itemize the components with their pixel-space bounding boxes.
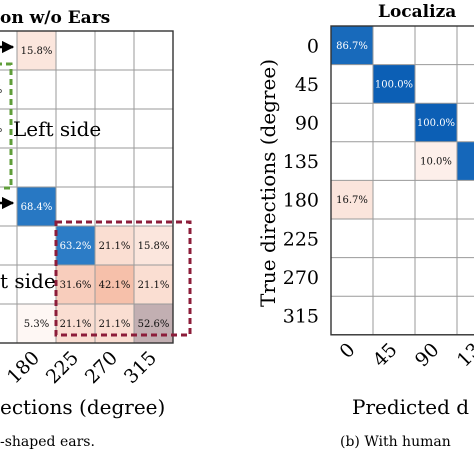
cell-value-label: 21.1% <box>138 280 170 291</box>
right-x-tick-labels: 0 45 90 13 <box>335 339 474 372</box>
cell-value-label: 21.1% <box>60 319 92 330</box>
cell-value-label: 15.8% <box>21 46 53 57</box>
left-chart-title: on w/o Ears <box>0 8 110 28</box>
cell-value-label: % <box>0 124 2 135</box>
cell-value-label: 100.0% <box>417 118 455 129</box>
cell-value-label: 16.7% <box>336 195 368 206</box>
heatmap-border <box>330 25 474 336</box>
right-heatmap-grid <box>330 25 474 336</box>
cell-value-label: % <box>0 85 2 96</box>
y-tick-label: 225 <box>283 228 319 250</box>
heatmap-cell <box>331 180 373 219</box>
x-tick-label: 270 <box>81 347 122 388</box>
heatmap-cell <box>95 226 134 265</box>
left-heatmap-cells: 15.8%%% 68.4% 63.2% 21.1% 15.8% 31.6% 42.1% 21.… <box>0 31 173 343</box>
heatmap-cell <box>0 109 17 148</box>
y-tick-label: 180 <box>283 190 319 212</box>
heatmap-cell <box>373 64 415 104</box>
cell-value-label: 10.0% <box>420 157 452 168</box>
heatmap-cell <box>415 141 457 181</box>
heatmap-cell <box>0 70 17 109</box>
x-tick-label: 225 <box>42 347 83 388</box>
left-side-annotation: Left side <box>13 117 101 141</box>
cell-value-label: 5.3% <box>24 319 49 330</box>
cell-value-label: 21.1% <box>99 241 131 252</box>
x-tick-label: 45 <box>369 339 402 372</box>
right-heatmap-cells: 86.7%6100.0%100.0%10.0%916.7% <box>331 26 474 219</box>
y-tick-label: 0 <box>307 35 319 57</box>
x-tick-label: 90 <box>411 339 444 372</box>
cell-value-label: 63.2% <box>60 241 92 252</box>
heatmap-cell <box>134 226 173 265</box>
y-tick-label: 90 <box>295 113 319 135</box>
heatmap-cell <box>331 26 373 65</box>
right-side-highlight-box <box>54 220 192 337</box>
y-tick-label: 270 <box>283 267 319 289</box>
cell-value-label: 86.7% <box>336 41 368 52</box>
y-tick-label: 45 <box>295 74 319 96</box>
y-tick-label: 315 <box>283 306 319 328</box>
right-side-annotation: t side <box>0 269 56 293</box>
right-y-tick-labels: 0 45 90 135 180 225 270 315 <box>283 35 319 327</box>
cell-value-label: 31.6% <box>60 280 92 291</box>
heatmap-border <box>0 30 174 344</box>
cell-value-label: 68.4% <box>21 202 53 213</box>
left-panel: on w/o Ears 15.8%%% 68.4% 63.2% 21.1% 15.8% 3… <box>0 8 192 450</box>
right-panel: Localiza 86.7%6100.0%100.0%10.0%916.7% 0… <box>256 2 474 450</box>
x-tick-label: 180 <box>3 347 44 388</box>
cell-value-label: 52.6% <box>138 319 170 330</box>
cell-value-label: 15.8% <box>138 241 170 252</box>
heatmap-cell <box>415 103 457 142</box>
cell-value-label: 21.1% <box>99 319 131 330</box>
heatmap-cell <box>56 265 95 304</box>
y-tick-label: 135 <box>283 151 319 173</box>
heatmap-cell <box>17 304 56 343</box>
x-tick-label: 315 <box>120 347 161 388</box>
right-caption: (b) With human <box>340 434 451 450</box>
right-x-axis-label: Predicted d <box>352 395 469 419</box>
heatmap-cell <box>17 31 56 70</box>
cell-value-label: 42.1% <box>99 280 131 291</box>
left-caption: -shaped ears. <box>0 434 95 450</box>
x-tick-label: 0 <box>335 339 359 363</box>
x-tick-label: 13 <box>453 339 474 372</box>
heatmap-cell <box>134 265 173 304</box>
right-chart-title: Localiza <box>378 2 456 22</box>
right-y-axis-label: True directions (degree) <box>256 59 280 307</box>
heatmap-cell <box>457 141 474 181</box>
heatmap-cell <box>56 226 95 265</box>
heatmap-cell <box>95 265 134 304</box>
cell-value-label: 100.0% <box>375 79 413 90</box>
left-x-axis-label: ections (degree) <box>0 395 165 419</box>
heatmap-cell <box>17 187 56 226</box>
